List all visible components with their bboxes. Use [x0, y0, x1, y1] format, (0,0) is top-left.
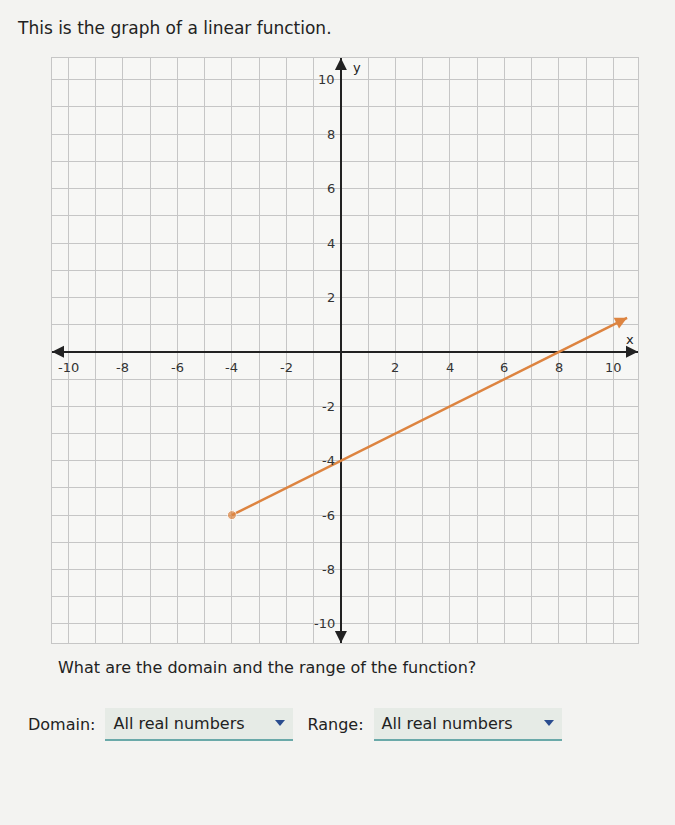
html-text:This is the graph of a linear: This is the graph of a linear function.: [18, 18, 332, 38]
svg-text:-6: -6: [322, 508, 335, 523]
html-text:Domain:: Domain:: [28, 715, 96, 734]
svg-text:4: 4: [327, 236, 335, 251]
svg-text:4: 4: [446, 360, 454, 375]
svg-text:-2: -2: [280, 360, 293, 375]
svg-text:-10: -10: [58, 360, 79, 375]
svg-text:8: 8: [555, 360, 563, 375]
svg-text:-8: -8: [116, 360, 129, 375]
svg-text:2: 2: [327, 290, 335, 305]
html-text:All real numbers: All real numbers: [113, 714, 245, 733]
svg-text:-4: -4: [225, 360, 238, 375]
svg-text:y: y: [353, 60, 361, 75]
svg-text:-2: -2: [322, 399, 335, 414]
svg-text:-10: -10: [314, 616, 335, 631]
svg-text:-4: -4: [322, 453, 335, 468]
svg-text:-6: -6: [171, 360, 184, 375]
svg-text:x: x: [626, 332, 634, 347]
html-text:What are the domain and the ra: What are the domain and the range of the…: [58, 658, 477, 677]
html-text:Range:: Range:: [307, 715, 364, 734]
svg-text:6: 6: [327, 181, 335, 196]
html-text:All real numbers: All real numbers: [381, 714, 513, 733]
svg-text:10: 10: [318, 72, 335, 87]
svg-text:2: 2: [391, 360, 399, 375]
svg-text:6: 6: [500, 360, 508, 375]
svg-text:-8: -8: [322, 562, 335, 577]
svg-text:8: 8: [327, 127, 335, 142]
svg-text:10: 10: [605, 360, 622, 375]
